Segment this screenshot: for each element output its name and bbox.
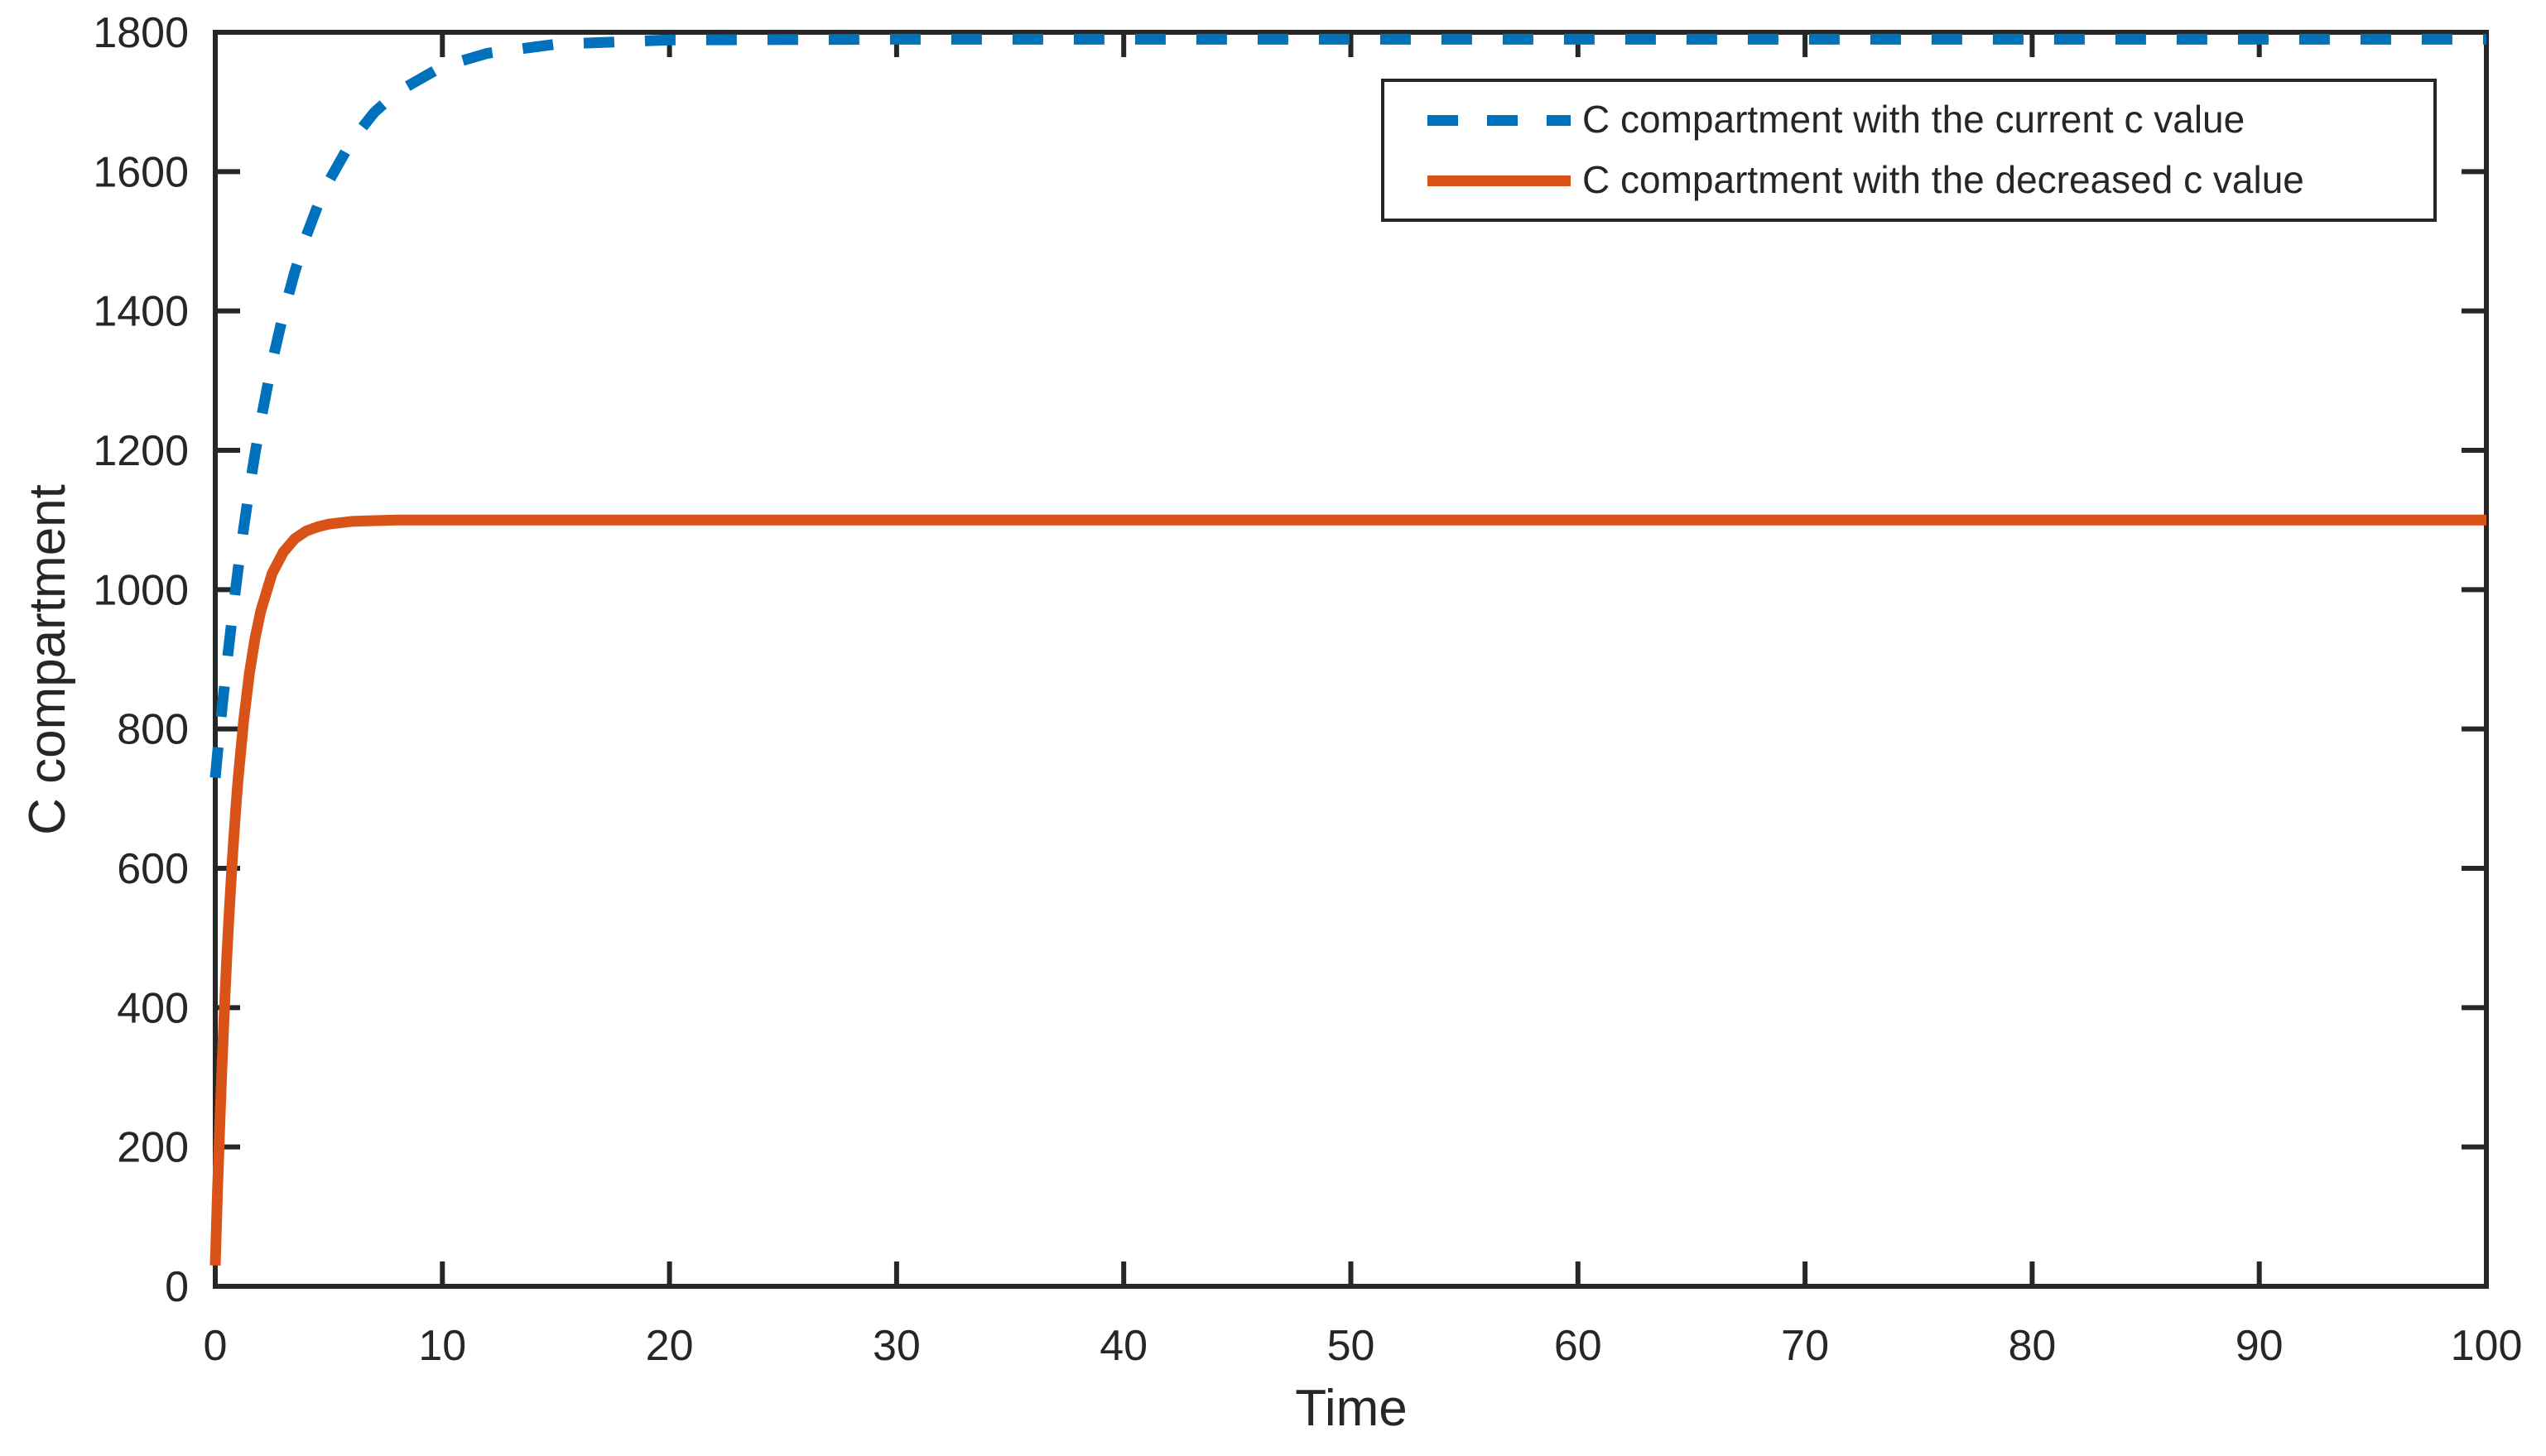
y-tick-label: 1000	[93, 566, 189, 614]
legend-label-current: C compartment with the current c value	[1582, 98, 2245, 141]
x-tick-label: 0	[204, 1322, 228, 1370]
legend[interactable]: C compartment with the current c value C…	[1381, 79, 2437, 222]
x-tick-label: 100	[2451, 1322, 2523, 1370]
x-tick-label: 70	[1781, 1322, 1829, 1370]
x-tick-label: 80	[2008, 1322, 2056, 1370]
x-tick-label: 30	[873, 1322, 921, 1370]
y-tick-label: 1800	[93, 9, 189, 57]
y-tick-label: 1600	[93, 148, 189, 196]
y-tick-label: 0	[165, 1263, 189, 1311]
x-tick-label: 90	[2236, 1322, 2284, 1370]
legend-item-current: C compartment with the current c value	[1427, 98, 2433, 141]
solid-line-swatch-icon	[1427, 175, 1571, 186]
curve-current-c	[209, 33, 2486, 779]
y-tick-label: 600	[117, 845, 189, 893]
y-tick-label: 800	[117, 706, 189, 754]
y-tick-label: 200	[117, 1124, 189, 1172]
y-tick-label: 1400	[93, 288, 189, 336]
curve-decreased-c	[209, 514, 2486, 1266]
x-tick-label: 20	[646, 1322, 694, 1370]
x-tick-label: 40	[1100, 1322, 1148, 1370]
y-tick-label: 1200	[93, 427, 189, 475]
dashed-line-swatch-icon	[1427, 114, 1571, 126]
x-tick-label: 10	[418, 1322, 466, 1370]
x-tick-label: 50	[1327, 1322, 1375, 1370]
legend-label-decreased: C compartment with the decreased c value	[1582, 158, 2304, 201]
x-tick-label: 60	[1554, 1322, 1602, 1370]
x-axis-label: Time	[1295, 1380, 1408, 1437]
y-axis-label: C compartment	[19, 484, 76, 835]
y-tick-label: 400	[117, 984, 189, 1032]
legend-item-decreased: C compartment with the decreased c value	[1427, 161, 2433, 199]
